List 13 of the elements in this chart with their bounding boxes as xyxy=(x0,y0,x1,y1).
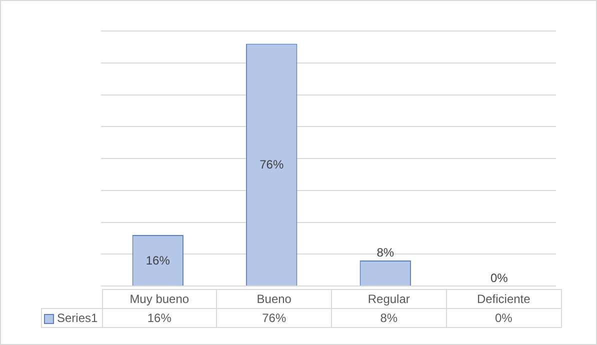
data-label: 16% xyxy=(102,308,217,328)
x-tick-label: Deficiente xyxy=(446,290,561,308)
data-label: 76% xyxy=(216,308,332,328)
text: 76% xyxy=(260,158,284,172)
data-label: 8% xyxy=(332,308,446,328)
text: 16% xyxy=(146,253,170,268)
legend-label: Series1 xyxy=(42,308,102,328)
x-tick-label: Bueno xyxy=(216,290,332,308)
x-tick-label: Muy bueno xyxy=(102,290,217,308)
text: 8% xyxy=(376,246,394,260)
data-label: 0% xyxy=(446,308,561,328)
text: 0% xyxy=(490,271,508,285)
x-tick-label: Regular xyxy=(332,290,446,308)
